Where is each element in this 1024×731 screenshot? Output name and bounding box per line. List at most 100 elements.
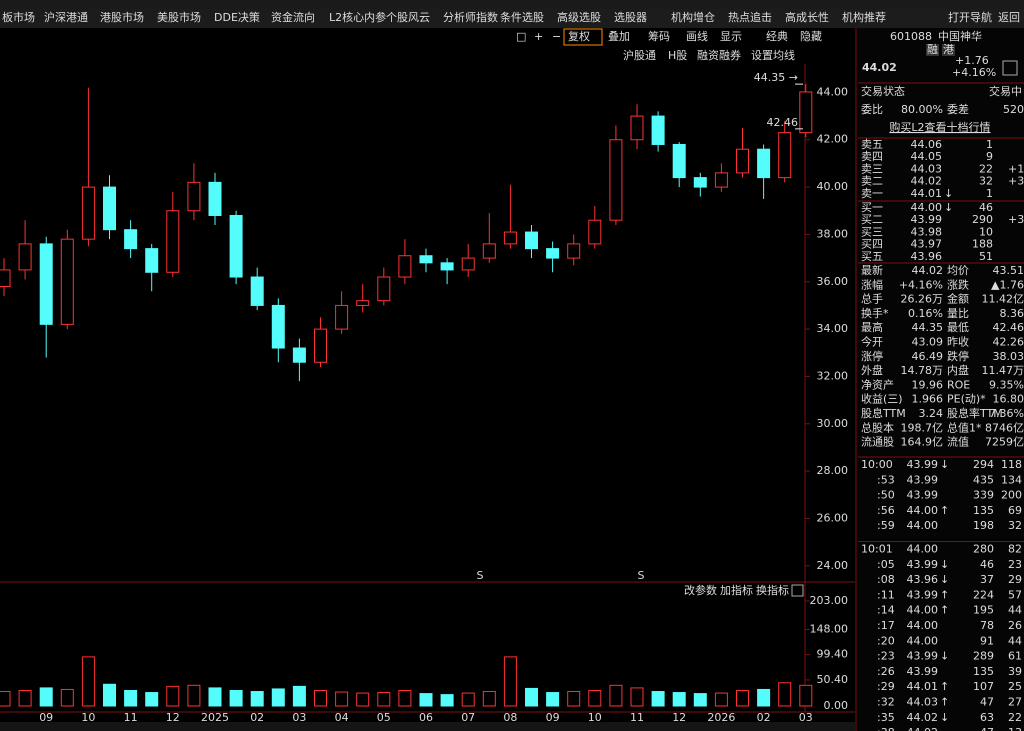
tick-count: 44 <box>1008 634 1022 647</box>
y-tick-label: 34.00 <box>817 322 849 335</box>
x-tick-label: 06 <box>419 711 433 724</box>
menu-item[interactable]: 返回 <box>998 11 1020 24</box>
menu-item[interactable]: 机构推荐 <box>842 10 886 24</box>
tick-count: 22 <box>1008 711 1022 724</box>
tick-price: 44.00 <box>907 504 939 517</box>
book-volume: 1 <box>986 138 993 151</box>
stat-value: 19.96 <box>912 378 944 391</box>
book-volume: 188 <box>972 238 993 251</box>
indicator-button[interactable]: 改参数 <box>684 583 717 597</box>
x-tick-label: 10 <box>81 711 95 724</box>
menu-item[interactable]: 热点追击 <box>728 10 772 24</box>
candle-body <box>419 255 433 264</box>
sub-toolbar-item[interactable]: 设置均线 <box>751 48 795 62</box>
sub-toolbar-item[interactable]: 沪股通 <box>623 48 656 62</box>
stat-label: 股息TTM <box>861 406 906 420</box>
tick-price: 43.99 <box>907 558 939 571</box>
volume-bar <box>651 691 665 707</box>
menu-item[interactable]: 打开导航 <box>948 10 992 24</box>
menu-item[interactable]: DDE决策 <box>214 10 260 24</box>
sub-toolbar-item[interactable]: H股 <box>668 49 687 62</box>
tick-time: 10:01 <box>861 543 893 556</box>
y-tick-label: 36.00 <box>817 275 849 288</box>
tool-icon[interactable]: + <box>534 30 543 43</box>
toolbar-button[interactable]: 筹码 <box>648 29 670 43</box>
menu-item[interactable]: 个股风云 <box>386 11 430 24</box>
tick-count: 26 <box>1008 619 1022 632</box>
volume-bar <box>292 685 306 707</box>
candle-body <box>145 248 159 273</box>
collapse-button[interactable] <box>1002 60 1018 76</box>
stat-label: 净资产 <box>861 377 894 391</box>
book-price: 43.99 <box>911 213 943 226</box>
menu-item[interactable]: 分析师指数 <box>443 10 498 24</box>
toolbar-button[interactable]: 显示 <box>720 30 742 43</box>
stat-label: 涨跌 <box>947 277 969 291</box>
y-tick-label: 30.00 <box>817 417 849 430</box>
book-price: 44.01 <box>911 187 943 200</box>
tool-icon[interactable]: □ <box>516 30 526 43</box>
volume-bar <box>736 689 749 707</box>
x-tick-label: 08 <box>503 711 517 724</box>
tool-icon[interactable]: − <box>552 30 561 43</box>
tick-price: 43.99 <box>907 665 939 678</box>
candle-body <box>440 262 454 271</box>
volume-bar <box>461 692 475 707</box>
l2-link[interactable]: 购买L2查看十档行情 <box>889 120 990 134</box>
menu-item[interactable]: 港股市场 <box>100 10 144 24</box>
menu-item[interactable]: 条件选股 <box>500 10 544 24</box>
volume-bar <box>208 687 222 707</box>
close-button[interactable] <box>791 584 804 597</box>
toolbar-button[interactable]: 叠加 <box>608 30 630 43</box>
indicator-button[interactable]: 加指标 <box>720 583 753 597</box>
tick-price: 43.99 <box>907 588 939 601</box>
toolbar-button[interactable]: 经典 <box>766 29 788 43</box>
volume-bar <box>124 689 138 707</box>
menu-item[interactable]: 高级选股 <box>557 10 601 24</box>
candle-body <box>630 115 644 141</box>
stat-label: 最低 <box>947 321 969 334</box>
book-volume: 9 <box>986 150 993 163</box>
tick-count: 29 <box>1008 573 1022 586</box>
stat-label: 总股本 <box>861 420 894 434</box>
price-annotation: 42.46 <box>767 116 799 129</box>
menu-item[interactable]: 板市场 <box>2 10 35 24</box>
candle-body <box>461 257 475 271</box>
menu-item[interactable]: 沪深港通 <box>44 10 88 24</box>
volume-bar <box>757 688 771 707</box>
candle-body <box>757 148 771 179</box>
stat-value: 16.80 <box>993 393 1024 406</box>
stat-label: 换手* <box>861 306 889 320</box>
bottom-strip <box>0 722 855 731</box>
menu-item[interactable]: 资金流向 <box>271 10 315 24</box>
toolbar-button[interactable]: 复权 <box>568 29 590 43</box>
tick-volume: 46 <box>980 558 994 571</box>
tick-time: :17 <box>877 619 895 632</box>
tick-volume: 435 <box>973 473 994 486</box>
indicator-button[interactable]: 换指标 <box>756 583 789 597</box>
menu-item[interactable]: 美股市场 <box>157 10 201 24</box>
signal-marker: S <box>638 569 645 582</box>
tick-volume: 289 <box>973 650 994 663</box>
volume-y-tick-label: 0.00 <box>824 699 849 712</box>
volume-bar <box>250 691 264 707</box>
tick-time: :59 <box>877 519 895 532</box>
menu-item[interactable]: 选股器 <box>614 11 647 24</box>
candle-body <box>567 243 581 259</box>
menu-item[interactable]: 机构增仓 <box>671 10 715 24</box>
tick-arrow: ↓ <box>940 711 949 724</box>
tag-label: 港 <box>943 43 954 56</box>
tick-price: 44.03 <box>907 696 939 709</box>
volume-bar <box>187 684 201 707</box>
toolbar-button[interactable]: 隐藏 <box>800 30 822 43</box>
tick-time: :53 <box>877 473 895 486</box>
menu-item[interactable]: 高成长性 <box>785 10 829 24</box>
stat-label: 最高 <box>861 320 883 334</box>
toolbar-button[interactable]: 画线 <box>686 29 708 43</box>
sub-toolbar-item[interactable]: 融资融券 <box>697 48 741 62</box>
x-tick-label: 11 <box>124 711 138 724</box>
stat-value: 1.966 <box>912 393 944 406</box>
tick-count: 32 <box>1008 519 1022 532</box>
menu-item[interactable]: L2核心内参 <box>329 10 386 24</box>
tick-arrow: ↓ <box>940 650 949 663</box>
